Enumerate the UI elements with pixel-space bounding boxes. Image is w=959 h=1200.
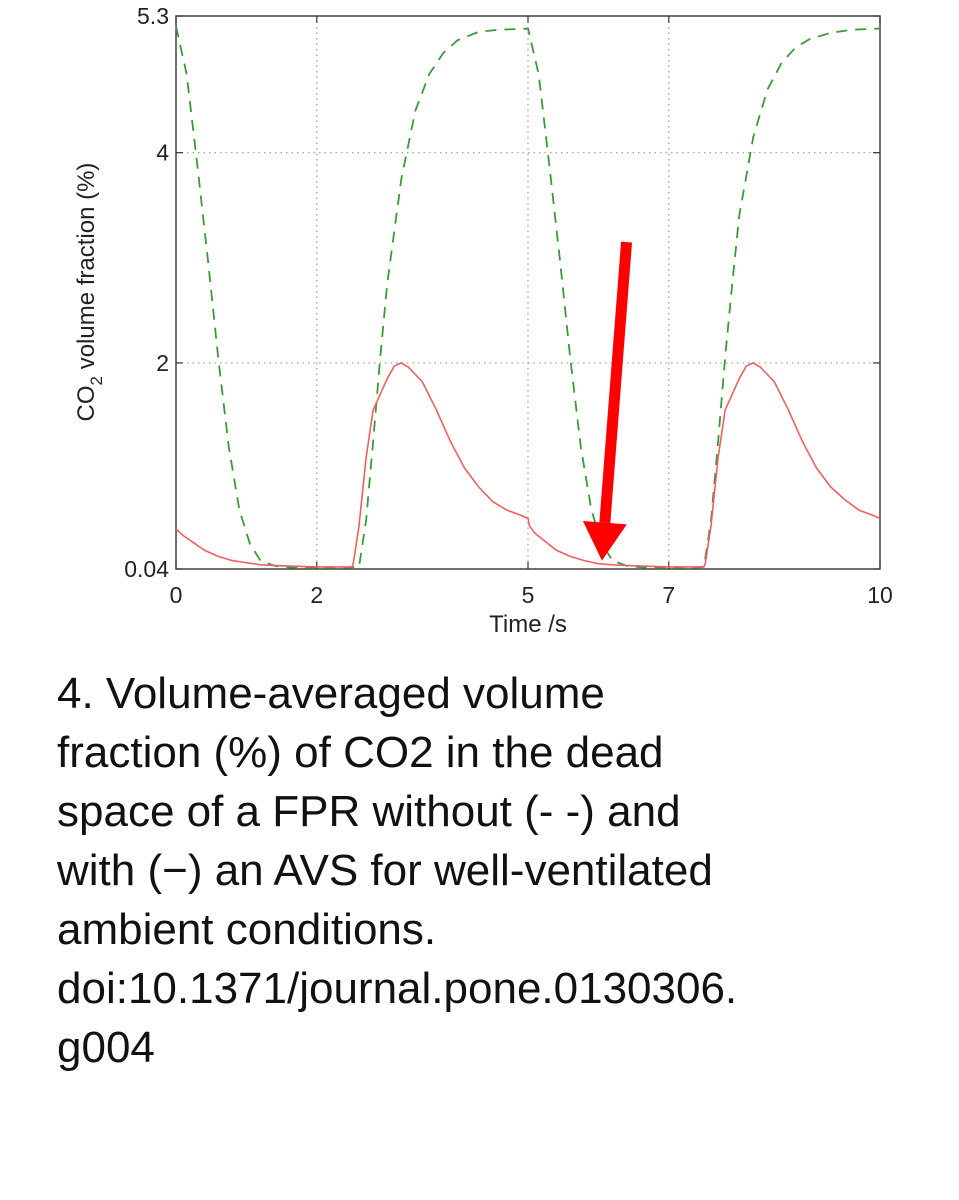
y-tick-label: 0.04 [124, 556, 169, 582]
caption-line: doi:10.1371/journal.pone.0130306. [57, 964, 738, 1013]
y-tick-label: 4 [156, 140, 169, 166]
figure-caption: 4. Volume-averaged volume fraction (%) o… [57, 664, 937, 1077]
y-axis-label-rest: volume fraction (%) [73, 163, 100, 376]
y-axis-label-subscript: 2 [87, 376, 106, 385]
x-tick-label: 5 [522, 582, 535, 608]
y-axis-label: CO2 volume fraction (%) [73, 163, 106, 422]
caption-line: with (−) an AVS for well-ventilated [57, 846, 713, 895]
caption-line: fraction (%) of CO2 in the dead [57, 728, 664, 777]
arrow-annotation [582, 241, 633, 561]
series-lines [175, 26, 881, 569]
y-tick-label: 5.3 [137, 3, 169, 29]
y-axis-label-main: CO [73, 385, 100, 421]
caption-line: ambient conditions. [57, 905, 437, 954]
arrow-shaft [599, 241, 633, 524]
arrow-head [582, 521, 627, 561]
x-tick-label: 7 [662, 582, 675, 608]
caption-line: 4. Volume-averaged volume [57, 669, 605, 718]
caption-line: g004 [57, 1023, 155, 1072]
axis-labels: Time /s CO2 volume fraction (%) [73, 163, 567, 638]
x-axis-label: Time /s [489, 611, 567, 638]
series-line-dashed [175, 26, 881, 569]
axis-ticks: 0 2 5 7 10 0.04 2 4 5.3 [124, 3, 893, 608]
x-tick-label: 0 [170, 582, 183, 608]
x-tick-label: 10 [867, 582, 893, 608]
x-tick-label: 2 [310, 582, 323, 608]
caption-line: space of a FPR without (- -) and [57, 787, 681, 836]
grid-lines [176, 16, 880, 569]
y-tick-label: 2 [156, 350, 169, 376]
series-line-solid [175, 362, 881, 568]
